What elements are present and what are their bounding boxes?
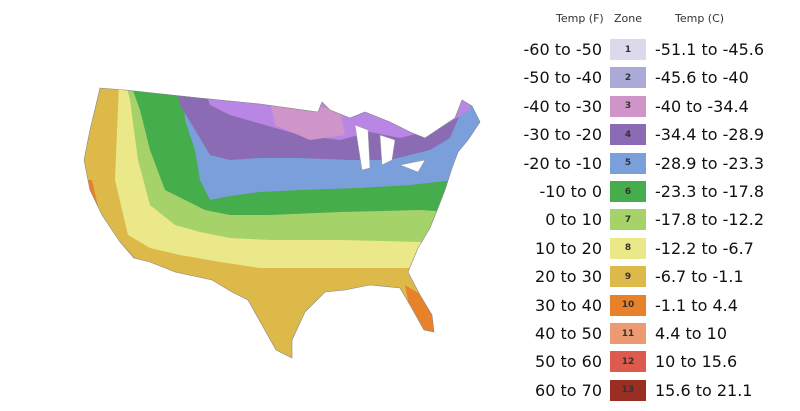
great-lakes xyxy=(354,124,426,173)
zone-swatch: 11 xyxy=(610,323,646,344)
legend-row-zone-5: -20 to -10 5 -28.9 to -23.3 xyxy=(520,152,800,176)
temp-c: -17.8 to -12.2 xyxy=(655,210,765,230)
temp-c: -51.1 to -45.6 xyxy=(655,40,765,59)
zone-swatch: 13 xyxy=(610,379,646,401)
zone-swatch: 9 xyxy=(610,266,646,288)
legend-row-zone-9: 20 to 30 9 -6.7 to -1.1 xyxy=(520,265,800,289)
zone-swatch: 8 xyxy=(610,237,646,259)
temp-f: 40 to 50 xyxy=(535,324,602,343)
temp-c: -28.9 to -23.3 xyxy=(655,153,765,173)
zone-swatch: 7 xyxy=(610,209,646,231)
legend-row-zone-3: -40 to -30 3 -40 to -34.4 xyxy=(520,95,800,119)
legend-row-zone-10: 30 to 40 10 -1.1 to 4.4 xyxy=(520,294,800,318)
temp-f: 60 to 70 xyxy=(535,380,602,400)
temp-f: -40 to -30 xyxy=(523,96,603,116)
temp-f: 50 to 60 xyxy=(535,352,602,372)
legend-row-zone-6: -10 to 0 6 -23.3 to -17.8 xyxy=(520,180,800,204)
zone-swatch: 3 xyxy=(610,95,646,117)
legend-row-zone-2: -50 to -40 2 -45.6 to -40 xyxy=(520,66,800,90)
zone-swatch: 6 xyxy=(610,181,646,202)
temp-f: 30 to 40 xyxy=(535,295,602,315)
temp-f: -10 to 0 xyxy=(539,182,602,201)
legend-row-zone-7: 0 to 10 7 -17.8 to -12.2 xyxy=(520,208,800,232)
legend-row-zone-11: 40 to 50 11 4.4 to 10 xyxy=(520,322,800,346)
zone-swatch: 4 xyxy=(610,124,646,146)
legend-row-zone-1: -60 to -50 1 -51.1 to -45.6 xyxy=(520,38,800,62)
temp-f: -20 to -10 xyxy=(523,153,603,173)
zone-swatch: 2 xyxy=(610,67,646,89)
temp-f: 0 to 10 xyxy=(545,210,602,230)
temp-c: -1.1 to 4.4 xyxy=(655,295,738,315)
temp-c: 4.4 to 10 xyxy=(655,324,728,343)
legend-row-zone-13: 60 to 70 13 15.6 to 21.1 xyxy=(520,379,800,403)
us-outline xyxy=(83,87,481,359)
temp-c: -12.2 to -6.7 xyxy=(655,238,754,258)
temp-c: -45.6 to -40 xyxy=(655,68,749,88)
temp-c: -23.3 to -17.8 xyxy=(655,182,765,201)
zone-swatch: 1 xyxy=(610,39,646,60)
temp-c: 15.6 to 21.1 xyxy=(655,380,753,400)
temp-f: -60 to -50 xyxy=(523,40,603,59)
temp-c: -34.4 to -28.9 xyxy=(655,125,765,145)
header-zone: Zone xyxy=(614,12,643,25)
temp-f: 20 to 30 xyxy=(535,267,602,287)
header-temp-c: Temp (C) xyxy=(675,12,725,25)
zone-swatch: 5 xyxy=(610,152,646,174)
header-temp-f: Temp (F) xyxy=(556,12,604,25)
legend-row-zone-8: 10 to 20 8 -12.2 to -6.7 xyxy=(520,237,800,261)
temp-f: -50 to -40 xyxy=(523,68,603,88)
legend-row-zone-12: 50 to 60 12 10 to 15.6 xyxy=(520,350,800,374)
temp-f: 10 to 20 xyxy=(535,238,602,258)
temp-c: -40 to -34.4 xyxy=(655,96,749,116)
temp-c: 10 to 15.6 xyxy=(655,352,738,372)
legend-row-zone-4: -30 to -20 4 -34.4 to -28.9 xyxy=(520,123,800,147)
zone-swatch: 10 xyxy=(610,294,646,316)
temp-f: -30 to -20 xyxy=(523,125,603,145)
temp-c: -6.7 to -1.1 xyxy=(655,267,744,287)
hardiness-zone-map xyxy=(83,87,481,359)
zone-swatch: 12 xyxy=(610,351,646,373)
